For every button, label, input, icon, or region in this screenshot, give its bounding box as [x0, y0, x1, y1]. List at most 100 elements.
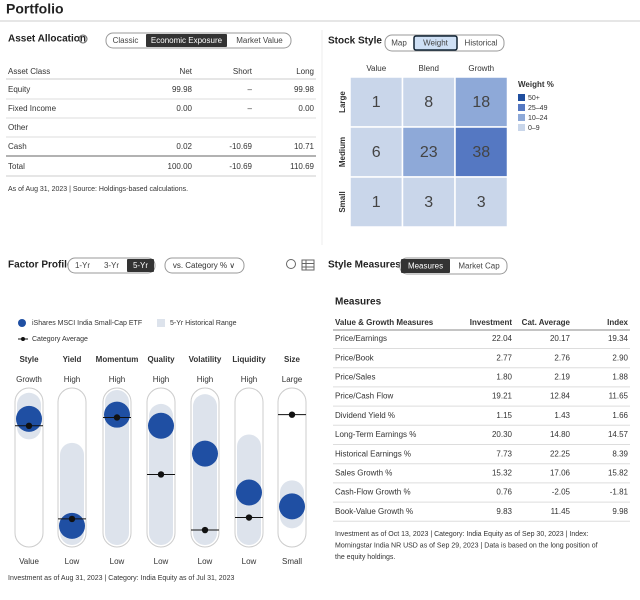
cell-value: 8	[424, 94, 433, 111]
tab[interactable]: 3-Yr	[104, 261, 119, 270]
info-icon[interactable]	[286, 259, 296, 269]
tab-active	[401, 259, 450, 273]
legend-swatch	[518, 104, 525, 111]
cell-value: 3	[424, 194, 433, 211]
tab[interactable]: 5-Yr	[133, 261, 148, 270]
cell: Cash-Flow Growth %	[335, 488, 411, 497]
cell-value: 23	[420, 144, 438, 161]
cell: 1.80	[496, 373, 512, 382]
factor-top: Large	[282, 375, 303, 384]
fund-dot	[192, 440, 218, 467]
cell: 14.57	[608, 430, 629, 439]
cell: -2.05	[552, 488, 571, 497]
historical-range	[105, 390, 129, 545]
cell: 0.00	[298, 104, 314, 113]
factor-bottom: Value	[19, 557, 39, 566]
legend-label: 5-Yr Historical Range	[170, 320, 237, 327]
cell: 17.06	[550, 469, 571, 478]
legend-fund-dot	[18, 319, 26, 327]
category-dot	[25, 422, 33, 429]
cell: Price/Sales	[335, 373, 375, 382]
factor-top: High	[64, 375, 80, 384]
factor-name: Size	[284, 355, 301, 364]
section-title: Factor Profile	[8, 260, 73, 271]
category-dot	[68, 515, 76, 523]
total-cell: -10.69	[229, 162, 252, 171]
legend-label: 50+	[528, 95, 540, 102]
factor-top: High	[241, 375, 257, 384]
tab[interactable]: Historical	[465, 39, 498, 48]
factor-name: Yield	[63, 355, 82, 364]
legend-label: iShares MSCI India Small-Cap ETF	[32, 320, 142, 327]
tab[interactable]: 1-Yr	[75, 261, 90, 270]
cell: 1.43	[554, 411, 570, 420]
factor-top: High	[153, 375, 169, 384]
note: As of Aug 31, 2023 | Source: Holdings-ba…	[8, 186, 188, 193]
column-header: Investment	[470, 318, 513, 327]
style-cell	[401, 76, 456, 128]
column-header: Index	[607, 318, 628, 327]
cell: 0.02	[176, 142, 192, 151]
cell: 22.04	[492, 334, 513, 343]
column-header: Value	[366, 64, 386, 73]
column-header: Blend	[419, 64, 439, 73]
cell-value: 1	[372, 94, 381, 111]
column-header: Short	[233, 67, 253, 76]
historical-range	[193, 394, 217, 545]
info-icon[interactable]	[78, 34, 88, 44]
factor-bottom: Low	[154, 557, 169, 566]
dropdown[interactable]	[164, 257, 245, 274]
factor-name: Liquidity	[232, 355, 266, 364]
legend-label: 0–9	[528, 125, 540, 132]
column-header: Value & Growth Measures	[335, 318, 434, 327]
column-header: Long	[296, 67, 314, 76]
tab[interactable]: Market Value	[236, 36, 283, 45]
tab[interactable]: Classic	[113, 36, 139, 45]
cell: 0.76	[496, 488, 512, 497]
cell: 2.77	[496, 353, 512, 362]
tab[interactable]: Map	[391, 39, 407, 48]
cell-value: 1	[372, 194, 381, 211]
tab[interactable]: Economic Exposure	[151, 36, 223, 45]
table-icon[interactable]	[301, 259, 315, 271]
legend-swatch	[518, 124, 525, 131]
dropdown-label[interactable]: vs. Category % ∨	[173, 261, 235, 270]
tab[interactable]: Weight	[423, 39, 449, 48]
row-header: Medium	[338, 137, 347, 167]
note: the equity holdings.	[335, 554, 395, 561]
cell: 99.98	[294, 85, 315, 94]
cell: 2.76	[554, 353, 570, 362]
legend-label: 10–24	[528, 115, 548, 122]
cell: Sales Growth %	[335, 469, 392, 478]
factor-bottom: Low	[110, 557, 125, 566]
cell: Book-Value Growth %	[335, 507, 413, 516]
total-cell: Total	[8, 162, 25, 171]
cell: 1.15	[496, 411, 512, 420]
cell: 22.25	[550, 449, 571, 458]
legend-label: Category Average	[32, 336, 88, 343]
cell: 99.98	[172, 85, 193, 94]
cell: 2.90	[612, 353, 628, 362]
cell: 2.19	[554, 373, 570, 382]
cell-value: 3	[477, 194, 486, 211]
cell: –	[248, 85, 253, 94]
cell: -10.69	[229, 142, 252, 151]
column-header: Net	[180, 67, 193, 76]
cell: 20.30	[492, 430, 513, 439]
factor-top: High	[197, 375, 213, 384]
cell: Other	[8, 123, 28, 132]
tab[interactable]: Measures	[408, 262, 443, 271]
category-dot	[245, 514, 253, 521]
cell: 1.66	[612, 411, 628, 420]
factor-name: Volatility	[189, 355, 222, 364]
tab[interactable]: Market Cap	[458, 262, 500, 271]
cell: 19.21	[492, 392, 513, 401]
column-header: Cat. Average	[522, 318, 571, 327]
tab-active	[413, 35, 458, 51]
cell: 20.17	[550, 334, 571, 343]
cell: Dividend Yield %	[335, 411, 395, 420]
cell: 11.45	[551, 507, 571, 516]
cell-value: 38	[472, 144, 490, 161]
cell: -1.81	[610, 488, 629, 497]
